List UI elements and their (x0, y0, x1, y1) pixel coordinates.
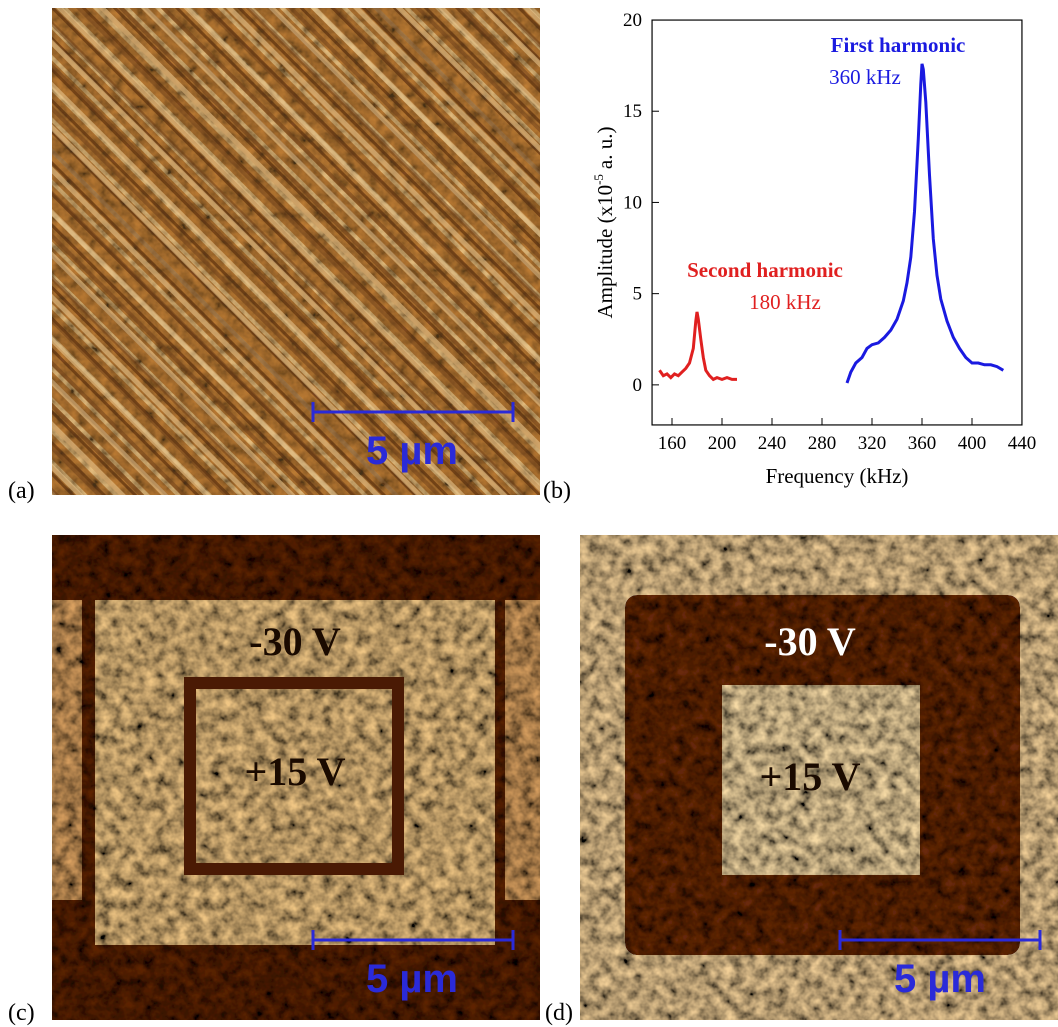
y-axis-label-exp: -5 (591, 174, 606, 185)
y-tick-label: 5 (633, 284, 643, 305)
y-axis-label-main: Amplitude (x10 (593, 185, 617, 319)
panel-label: (a) (8, 478, 35, 504)
voltage-label: +15 V (245, 749, 346, 794)
figure: 5 µm (a) 160 200 240 280 320 360 400 440 0 5 10 15 2… (0, 0, 1058, 1027)
peak-label: 180 kHz (749, 290, 821, 314)
y-tick-label: 20 (623, 10, 642, 31)
peak-label: 360 kHz (829, 65, 901, 89)
y-tick-label: 10 (623, 192, 642, 213)
afm-topography (52, 8, 540, 495)
line (660, 312, 738, 380)
x-tick-label: 360 (908, 433, 937, 454)
x-tick-label: 320 (858, 433, 887, 454)
panel-label: (d) (545, 1000, 573, 1026)
series-name: Second harmonic (687, 258, 843, 282)
x-tick-label: 280 (808, 433, 837, 454)
x-tick-label: 160 (658, 433, 687, 454)
voltage-label: -30 V (249, 619, 341, 664)
panel-label: (b) (543, 478, 571, 504)
y-tick-label: 15 (623, 101, 642, 122)
chart: 160 200 240 280 320 360 400 440 0 5 10 15 20 Frequenc… (591, 10, 1036, 488)
series-name: First harmonic (831, 33, 966, 57)
x-tick-label: 440 (1008, 433, 1037, 454)
scale-bar-label: 5 µm (366, 957, 458, 1001)
y-axis-label: Amplitude (x10-5 a. u.) (591, 127, 617, 319)
scale-bar-label: 5 µm (366, 429, 458, 473)
scale-bar-label: 5 µm (894, 957, 986, 1001)
voltage-label: -30 V (764, 619, 856, 664)
x-tick-label: 400 (958, 433, 987, 454)
voltage-label: +15 V (760, 754, 861, 799)
y-tick-label: 0 (633, 375, 643, 396)
x-tick-label: 240 (758, 433, 787, 454)
x-axis-label: Frequency (kHz) (766, 464, 909, 488)
x-tick-label: 200 (708, 433, 737, 454)
y-axis-label-unit: a. u.) (593, 127, 617, 170)
panel-label: (c) (8, 1000, 35, 1026)
line (847, 64, 1003, 383)
